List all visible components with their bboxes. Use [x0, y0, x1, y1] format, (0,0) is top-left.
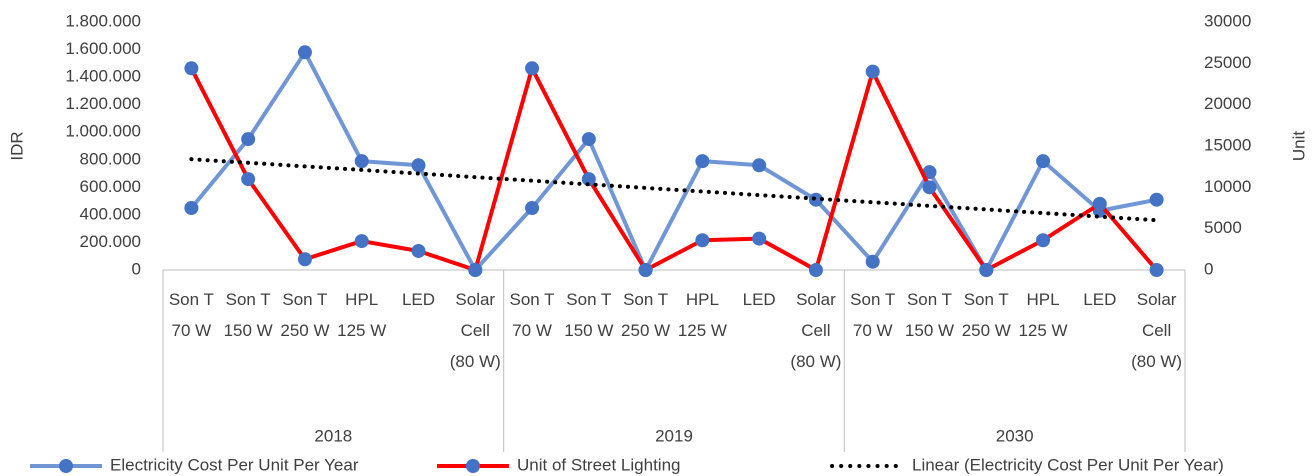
y2-tick-label: 20000	[1204, 94, 1251, 113]
data-point	[979, 263, 994, 277]
x-tick-label: Solar Cell (80 W)	[1131, 290, 1183, 371]
data-point	[1092, 196, 1107, 211]
x-tick-label: HPL 125 W	[337, 290, 387, 340]
y-tick-label: 200.000	[80, 232, 141, 251]
y-tick-label: 600.000	[80, 177, 141, 196]
group-label: 2018	[314, 426, 352, 445]
data-point	[752, 231, 767, 246]
data-point	[354, 154, 369, 169]
y2-tick-label: 15000	[1204, 135, 1251, 154]
x-tick-label: Son T 70 W	[168, 290, 214, 340]
y-tick-label: 1.400.000	[65, 67, 141, 86]
y2-tick-label: 0	[1204, 259, 1213, 278]
data-point	[695, 233, 710, 248]
y-tick-label: 1.600.000	[65, 39, 141, 58]
trendline	[189, 157, 1159, 223]
data-point	[808, 192, 823, 207]
data-point	[808, 263, 823, 277]
data-point	[581, 132, 596, 147]
x-tick-label: Son T 70 W	[850, 290, 896, 340]
y2-tick-label: 30000	[1204, 11, 1251, 30]
data-point	[1149, 192, 1164, 207]
legend-marker	[59, 459, 73, 473]
data-point	[638, 263, 653, 277]
x-tick-label: LED	[1083, 290, 1117, 309]
legend-label: Unit of Street Lighting	[517, 455, 680, 474]
y-tick-label: 400.000	[80, 204, 141, 223]
data-point	[525, 201, 540, 215]
data-point	[241, 132, 256, 147]
data-point	[695, 154, 710, 169]
legend-label: Linear (Electricity Cost Per Unit Per Ye…	[912, 455, 1224, 474]
data-point	[865, 64, 880, 79]
group-label: 2030	[996, 426, 1034, 445]
data-point	[922, 180, 937, 195]
y-tick-label: 1.200.000	[65, 94, 141, 113]
data-point	[297, 45, 312, 60]
data-point	[1036, 154, 1051, 169]
y2-tick-label: 10000	[1204, 177, 1251, 196]
x-tick-label: Son T 150 W	[564, 290, 614, 340]
y2-tick-label: 5000	[1204, 218, 1242, 237]
data-point	[297, 252, 312, 267]
data-point	[581, 172, 596, 187]
data-point	[1036, 233, 1051, 248]
y-tick-label: 800.000	[80, 149, 141, 168]
legend-label: Electricity Cost Per Unit Per Year	[110, 455, 359, 474]
data-point	[184, 201, 199, 215]
data-point	[865, 254, 880, 269]
data-point	[525, 61, 540, 76]
data-point	[184, 61, 199, 76]
x-tick-label: LED	[401, 290, 436, 309]
x-tick-label: Son T 70 W	[509, 290, 555, 340]
x-tick-label: Solar Cell (80 W)	[790, 290, 842, 371]
y2-tick-label: 25000	[1204, 53, 1251, 72]
x-tick-label: Son T 150 W	[223, 290, 273, 340]
x-tick-label: Son T 150 W	[904, 290, 955, 340]
x-tick-label: Son T 250 W	[621, 290, 671, 340]
series-line	[189, 66, 1159, 272]
series-line	[189, 50, 1157, 272]
y-tick-label: 1.800.000	[65, 11, 141, 30]
data-point	[411, 243, 426, 258]
data-point	[752, 158, 767, 173]
y2-axis-title: Unit	[1289, 131, 1308, 162]
data-point	[411, 158, 426, 173]
data-point	[468, 263, 483, 277]
x-tick-label: LED	[742, 290, 776, 309]
data-point	[241, 172, 256, 187]
y-axis-title: IDR	[7, 131, 26, 160]
x-tick-label: HPL 125 W	[677, 290, 727, 340]
x-tick-label: Son T 250 W	[961, 290, 1011, 340]
y-tick-label: 0	[132, 259, 141, 278]
x-tick-label: Solar Cell (80 W)	[449, 290, 501, 371]
x-tick-label: Son T 250 W	[280, 290, 330, 340]
x-tick-label: HPL 125 W	[1018, 290, 1068, 340]
data-point	[1149, 263, 1164, 277]
y-tick-label: 1.000.000	[65, 122, 141, 141]
group-label: 2019	[655, 426, 693, 445]
legend-marker	[466, 459, 480, 473]
data-point	[354, 234, 369, 249]
